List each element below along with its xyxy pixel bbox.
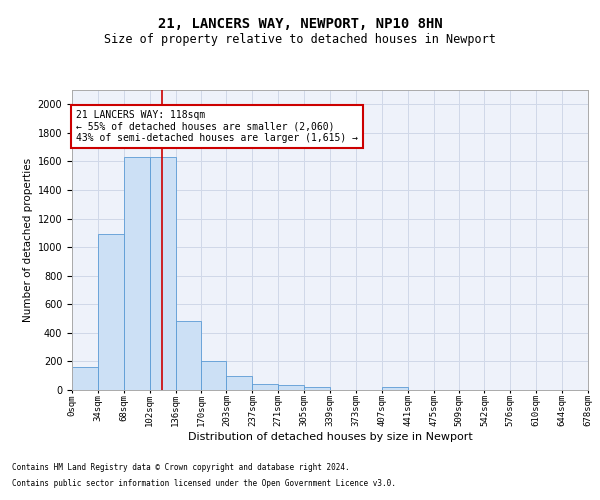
Bar bbox=[149, 157, 176, 390]
Bar bbox=[226, 376, 253, 390]
Bar bbox=[72, 367, 98, 390]
Bar bbox=[124, 157, 149, 390]
Bar bbox=[278, 385, 304, 390]
Bar bbox=[304, 387, 330, 390]
Bar bbox=[253, 384, 278, 390]
Text: Contains public sector information licensed under the Open Government Licence v3: Contains public sector information licen… bbox=[12, 478, 396, 488]
Text: Size of property relative to detached houses in Newport: Size of property relative to detached ho… bbox=[104, 32, 496, 46]
Bar bbox=[202, 362, 226, 390]
Bar bbox=[382, 387, 407, 390]
Bar bbox=[98, 234, 124, 390]
X-axis label: Distribution of detached houses by size in Newport: Distribution of detached houses by size … bbox=[188, 432, 472, 442]
Bar bbox=[176, 322, 202, 390]
Text: 21, LANCERS WAY, NEWPORT, NP10 8HN: 21, LANCERS WAY, NEWPORT, NP10 8HN bbox=[158, 18, 442, 32]
Text: 21 LANCERS WAY: 118sqm
← 55% of detached houses are smaller (2,060)
43% of semi-: 21 LANCERS WAY: 118sqm ← 55% of detached… bbox=[76, 110, 358, 143]
Y-axis label: Number of detached properties: Number of detached properties bbox=[23, 158, 34, 322]
Text: Contains HM Land Registry data © Crown copyright and database right 2024.: Contains HM Land Registry data © Crown c… bbox=[12, 464, 350, 472]
